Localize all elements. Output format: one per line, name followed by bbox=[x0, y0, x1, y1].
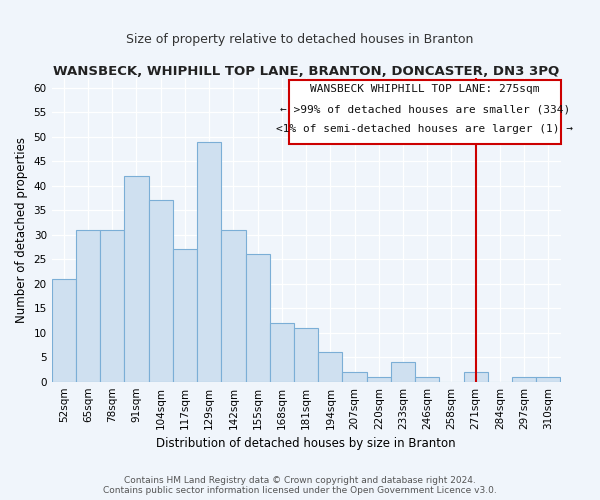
Bar bbox=[76, 230, 100, 382]
Bar bbox=[294, 328, 318, 382]
Bar bbox=[270, 323, 294, 382]
Bar bbox=[318, 352, 343, 382]
Text: Contains HM Land Registry data © Crown copyright and database right 2024.: Contains HM Land Registry data © Crown c… bbox=[124, 476, 476, 485]
Title: WANSBECK, WHIPHILL TOP LANE, BRANTON, DONCASTER, DN3 3PQ: WANSBECK, WHIPHILL TOP LANE, BRANTON, DO… bbox=[53, 65, 559, 78]
Bar bbox=[52, 279, 76, 382]
Text: WANSBECK WHIPHILL TOP LANE: 275sqm: WANSBECK WHIPHILL TOP LANE: 275sqm bbox=[310, 84, 539, 94]
Text: Size of property relative to detached houses in Branton: Size of property relative to detached ho… bbox=[127, 32, 473, 46]
Bar bbox=[245, 254, 270, 382]
Bar bbox=[124, 176, 149, 382]
X-axis label: Distribution of detached houses by size in Branton: Distribution of detached houses by size … bbox=[156, 437, 456, 450]
FancyBboxPatch shape bbox=[289, 80, 560, 144]
Text: ← >99% of detached houses are smaller (334): ← >99% of detached houses are smaller (3… bbox=[280, 104, 570, 115]
Y-axis label: Number of detached properties: Number of detached properties bbox=[15, 137, 28, 323]
Bar bbox=[149, 200, 173, 382]
Bar bbox=[464, 372, 488, 382]
Bar bbox=[343, 372, 367, 382]
Bar bbox=[391, 362, 415, 382]
Bar bbox=[100, 230, 124, 382]
Text: <1% of semi-detached houses are larger (1) →: <1% of semi-detached houses are larger (… bbox=[277, 124, 574, 134]
Bar bbox=[512, 377, 536, 382]
Bar bbox=[536, 377, 560, 382]
Bar bbox=[367, 377, 391, 382]
Bar bbox=[221, 230, 245, 382]
Bar bbox=[415, 377, 439, 382]
Bar bbox=[173, 250, 197, 382]
Bar bbox=[197, 142, 221, 382]
Text: Contains public sector information licensed under the Open Government Licence v3: Contains public sector information licen… bbox=[103, 486, 497, 495]
